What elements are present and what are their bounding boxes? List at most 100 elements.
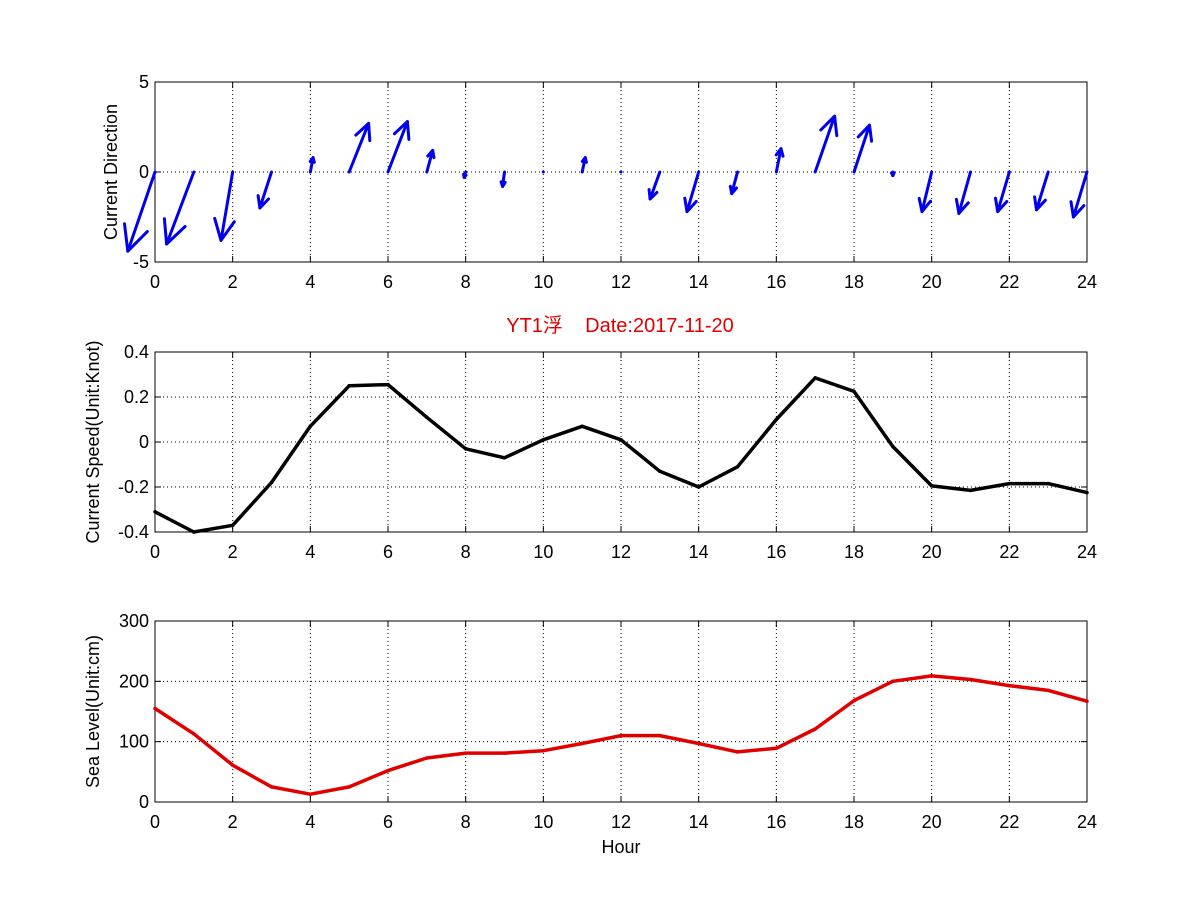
current-speed-x-tick-label: 12	[611, 542, 631, 562]
sea-level-y-tick-label: 200	[119, 671, 149, 691]
current-speed-data-point	[891, 444, 895, 449]
direction-arrow-shaft	[1071, 170, 1089, 219]
current-speed-data-point	[1046, 481, 1050, 486]
current-speed-x-tick-label: 22	[999, 542, 1019, 562]
sea-level-data-point	[1085, 699, 1089, 703]
direction-arrow-head	[856, 123, 874, 143]
sea-level-x-tick-label: 20	[922, 812, 942, 832]
current-speed-data-point	[852, 389, 856, 394]
sea-level-data-point	[308, 792, 313, 796]
sea-level-x-tick-label: 22	[999, 812, 1019, 832]
direction-arrow-head	[728, 184, 738, 196]
current-speed-data-point	[269, 480, 274, 485]
sea-level-data-point	[541, 748, 546, 753]
sea-level-data-point	[891, 679, 895, 684]
sea-level-plot-area	[155, 621, 1087, 802]
direction-arrow	[425, 148, 436, 174]
direction-arrow-head	[774, 147, 785, 158]
direction-arrow	[917, 170, 934, 214]
current-speed-data-point	[541, 438, 546, 442]
direction-arrow	[647, 170, 662, 201]
sea-level-data-point	[463, 751, 468, 755]
direction-arrow-head	[123, 222, 149, 253]
current-speed-y-tick-label: 0.4	[124, 342, 149, 362]
current-speed-y-tick-label: 0	[139, 432, 149, 452]
direction-arrow-shaft	[648, 170, 662, 201]
direction-arrow-dot	[541, 170, 545, 174]
current-speed-y-axis-label: Current Speed(Unit:Knot)	[83, 340, 103, 543]
direction-arrow-shaft	[425, 148, 435, 174]
current-speed-x-tick-label: 6	[383, 542, 393, 562]
current-speed-data-point	[308, 424, 313, 429]
sea-level-y-tick-label: 0	[139, 792, 149, 812]
direction-arrow-shaft	[996, 170, 1011, 214]
current-direction-x-tick-label: 20	[922, 272, 942, 292]
sea-level-data-point	[153, 706, 157, 711]
direction-arrow-head	[683, 196, 698, 214]
direction-arrow-head	[256, 194, 270, 210]
direction-arrow	[256, 170, 273, 210]
current-speed-data-point	[192, 530, 196, 534]
current-speed-data-point	[929, 484, 934, 488]
direction-arrow-head	[917, 196, 932, 214]
current-speed-data-point	[735, 465, 740, 469]
current-speed-data-point	[502, 456, 507, 460]
sea-level-data-point	[619, 733, 623, 738]
direction-arrow-shaft	[258, 170, 273, 210]
sea-level-data-point	[1007, 683, 1012, 688]
direction-arrow	[580, 156, 588, 174]
figure-title: YT1浮 Date:2017-11-20	[506, 314, 734, 337]
direction-arrow	[852, 123, 874, 174]
sea-level-data-point	[386, 768, 390, 773]
direction-arrow	[499, 170, 507, 188]
direction-arrow-head	[1033, 195, 1047, 212]
direction-arrow-shaft	[126, 170, 157, 253]
direction-arrow-head	[994, 196, 1009, 214]
sea-level-x-tick-label: 10	[533, 812, 553, 832]
current-speed-x-tick-label: 14	[689, 542, 709, 562]
direction-arrow	[994, 170, 1011, 214]
sea-level-data-point	[347, 785, 351, 789]
sea-level-y-axis-label: Sea Level(Unit:cm)	[83, 635, 103, 788]
current-speed-data-point	[619, 438, 623, 442]
sea-level-data-point	[425, 756, 429, 760]
current-direction-x-tick-label: 8	[461, 272, 471, 292]
current-direction-x-tick-label: 24	[1077, 272, 1097, 292]
direction-arrow	[683, 170, 701, 214]
current-speed-data-point	[813, 376, 817, 380]
current-speed-y-tick-label: 0.2	[124, 387, 149, 407]
current-direction-x-tick-label: 0	[150, 272, 160, 292]
direction-arrow-shaft	[774, 147, 783, 174]
direction-arrow	[774, 147, 785, 174]
sea-level-x-tick-label: 12	[611, 812, 631, 832]
direction-arrow-shaft	[219, 170, 235, 242]
sea-level-data-point	[269, 785, 274, 789]
sea-level-x-tick-label: 14	[689, 812, 709, 832]
direction-arrow-shaft	[347, 121, 371, 174]
current-speed-data-point	[774, 417, 779, 422]
current-speed-data-point	[386, 382, 390, 387]
direction-arrow-head	[647, 188, 659, 201]
direction-arrow-head	[819, 114, 839, 138]
current-speed-data-point	[696, 485, 701, 489]
current-direction-x-tick-label: 22	[999, 272, 1019, 292]
direction-arrow-shaft	[685, 170, 701, 214]
sea-level-x-tick-label: 8	[461, 812, 471, 832]
sea-level-data-point	[852, 698, 856, 703]
current-speed-x-tick-label: 18	[844, 542, 864, 562]
direction-arrow	[213, 170, 236, 242]
current-speed-x-tick-label: 24	[1077, 542, 1097, 562]
current-speed-data-point	[968, 488, 973, 493]
direction-arrow	[890, 170, 896, 178]
direction-arrow	[308, 156, 316, 174]
direction-arrow-head	[308, 156, 316, 164]
direction-arrow-head	[499, 180, 507, 188]
current-direction-x-tick-label: 12	[611, 272, 631, 292]
sea-level-data-point	[658, 733, 662, 738]
direction-arrow	[347, 121, 372, 174]
current-speed-y-tick-label: -0.4	[118, 522, 149, 542]
direction-arrow	[162, 170, 196, 246]
current-direction-x-tick-label: 16	[766, 272, 786, 292]
current-speed-x-tick-label: 4	[305, 542, 315, 562]
